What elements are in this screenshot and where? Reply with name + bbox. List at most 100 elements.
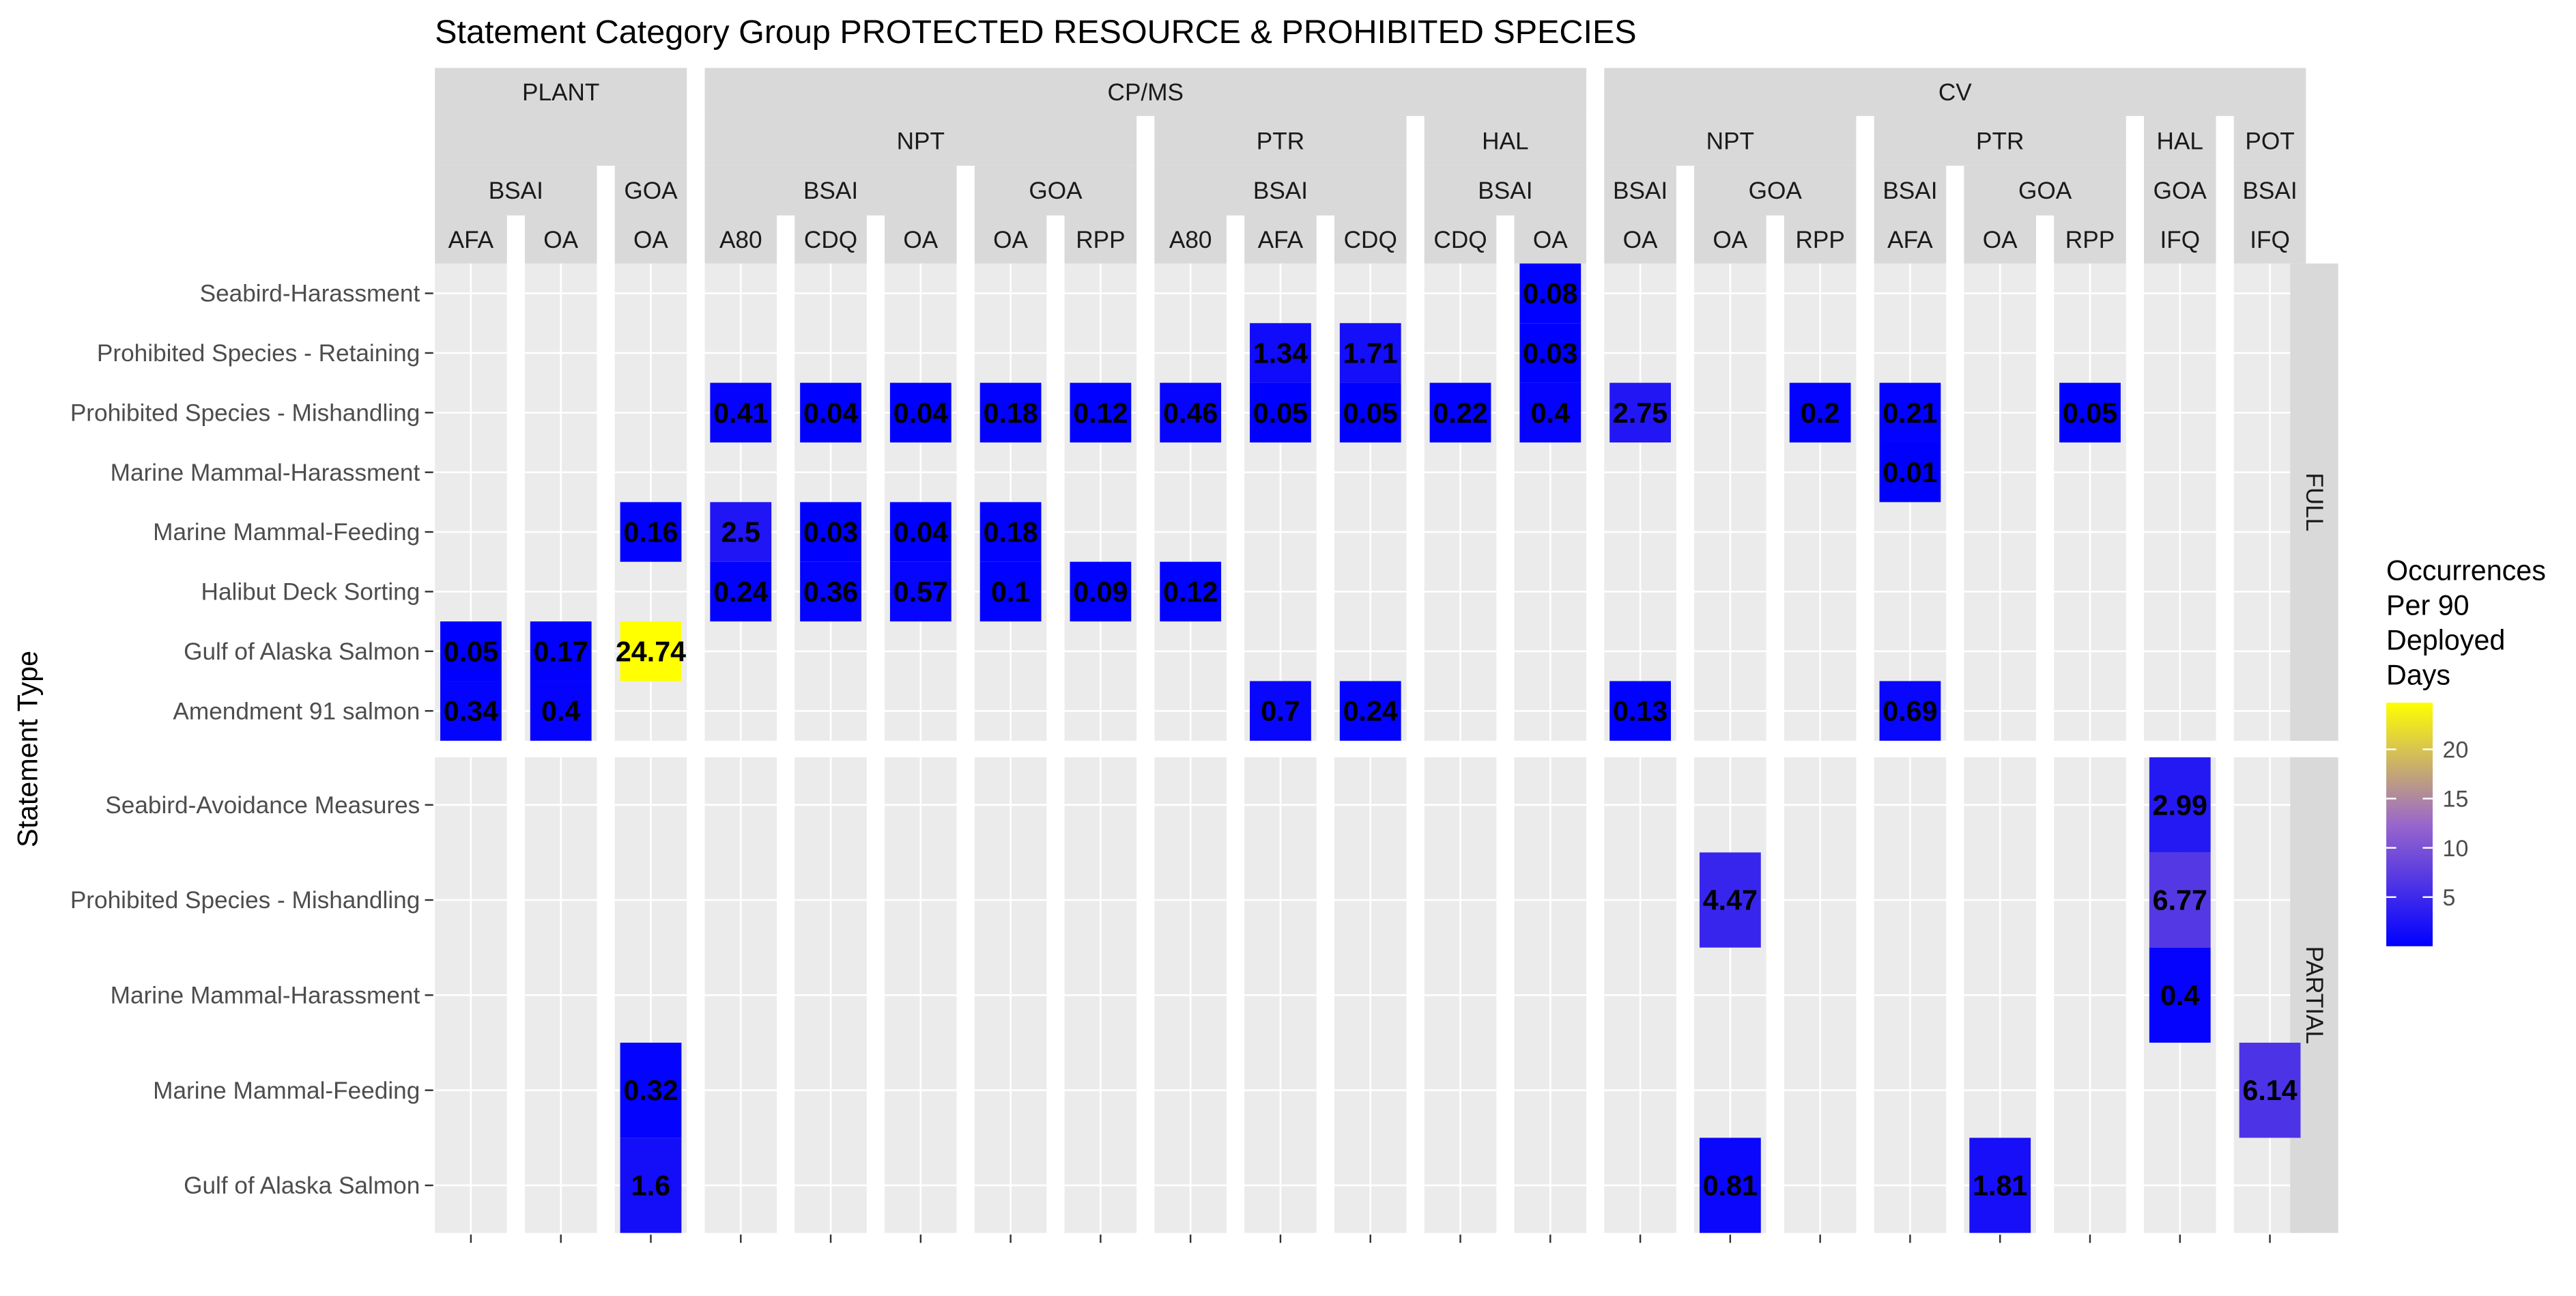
data-label: 2.5 (721, 517, 760, 548)
data-label: 0.01 (1883, 457, 1937, 488)
strip-area (1874, 165, 1947, 216)
strip-sector (435, 115, 687, 166)
strip-program (614, 215, 687, 264)
strip-label-program: IFQ (2160, 227, 2200, 253)
legend-tick-label: 5 (2443, 885, 2456, 911)
data-label: 0.22 (1433, 397, 1487, 429)
data-label: 0.24 (1343, 696, 1398, 727)
data-label: 0.81 (1703, 1170, 1758, 1202)
heatmap-tile (1250, 382, 1311, 442)
data-label: 0.03 (803, 517, 858, 548)
data-label: 1.6 (631, 1170, 670, 1202)
data-label: 0.21 (1883, 397, 1937, 429)
data-label: 0.04 (803, 397, 858, 429)
heatmap-tile (2149, 947, 2211, 1043)
strip-label-sector: PTR (1976, 128, 2024, 154)
strip-area (1424, 165, 1587, 216)
y-tick-label: Marine Mammal-Feeding (153, 519, 420, 546)
data-label: 0.41 (713, 397, 768, 429)
chart-title: Statement Category Group PROTECTED RESOU… (435, 14, 1637, 51)
strip-label-area: BSAI (1613, 178, 1668, 204)
strip-label-sector: HAL (2157, 128, 2203, 154)
heatmap-tile (1519, 382, 1582, 442)
data-label: 0.04 (893, 517, 948, 548)
y-axis-title: Statement Type (12, 651, 44, 847)
strip-program (1064, 215, 1137, 264)
strip-label-program: OA (1623, 227, 1658, 253)
data-label: 6.14 (2242, 1075, 2297, 1106)
strip-label-area: GOA (624, 178, 678, 204)
data-label: 0.18 (983, 397, 1037, 429)
strip-program (1424, 215, 1497, 264)
legend-colorbar (2386, 703, 2433, 946)
data-label: 0.4 (541, 696, 580, 727)
heatmap-tile (1070, 382, 1132, 442)
heatmap-tile (1699, 1138, 1761, 1233)
y-tick-label: Marine Mammal-Feeding (153, 1077, 420, 1104)
strip-label-sector: PTR (1257, 128, 1304, 154)
heatmap-tile (1789, 382, 1851, 442)
data-label: 0.13 (1613, 696, 1668, 727)
heatmap-tile (1519, 263, 1582, 324)
heatmap-tile (710, 561, 772, 622)
heatmap-tile (530, 621, 592, 681)
data-label: 0.36 (803, 576, 858, 608)
strip-label-program: OA (993, 227, 1028, 253)
strip-area (704, 165, 957, 216)
heatmap-tile (800, 502, 861, 562)
strip-sector (2143, 115, 2216, 166)
strip-label-program: CDQ (804, 227, 857, 253)
strip-label-gear: CP/MS (1108, 79, 1184, 106)
y-tick-label: Prohibited Species - Retaining (97, 340, 420, 367)
strip-label-gear: PLANT (522, 79, 599, 106)
panel-strip-label: PARTIAL (2301, 946, 2328, 1044)
strip-label-program: RPP (2065, 227, 2115, 253)
strip-program (1514, 215, 1587, 264)
heatmap-tile (1339, 681, 1401, 741)
strip-label-program: OA (1713, 227, 1747, 253)
heatmap-tile (889, 502, 951, 562)
strip-area (974, 165, 1137, 216)
strip-area (2233, 165, 2306, 216)
strip-program (1334, 215, 1407, 264)
strip-label-sector: POT (2245, 128, 2294, 154)
data-label: 0.17 (534, 636, 588, 667)
strip-label-sector: HAL (1482, 128, 1528, 154)
strip-label-area: BSAI (1253, 178, 1308, 204)
legend-tick-label: 10 (2443, 836, 2469, 862)
strip-label-program: OA (1983, 227, 2018, 253)
data-label: 0.32 (623, 1075, 678, 1106)
strip-label-area: BSAI (489, 178, 543, 204)
data-label: 0.04 (893, 397, 948, 429)
strip-label-sector: NPT (897, 128, 945, 154)
heatmap-tile (800, 382, 861, 442)
strip-label-area: GOA (1029, 178, 1083, 204)
y-tick-label: Amendment 91 salmon (173, 698, 420, 724)
strip-program (1694, 215, 1766, 264)
heatmap-tile (1429, 382, 1491, 442)
panel-strip-label: FULL (2301, 473, 2328, 531)
heatmap-tile (889, 382, 951, 442)
legend-title: Deployed (2386, 624, 2505, 656)
strip-program (524, 215, 597, 264)
strip-label-area: BSAI (2242, 178, 2297, 204)
strip-sector (1604, 115, 1857, 166)
y-tick-label: Prohibited Species - Mishandling (70, 887, 420, 914)
heatmap-tile (979, 502, 1042, 562)
y-tick-label: Seabird-Avoidance Measures (105, 792, 420, 819)
data-label: 0.4 (2160, 980, 2199, 1011)
data-label: 2.99 (2153, 789, 2207, 821)
heatmap-tile (440, 621, 502, 681)
strip-area (2143, 165, 2216, 216)
data-label: 1.34 (1253, 337, 1308, 369)
strip-label-program: CDQ (1433, 227, 1487, 253)
data-label: 0.05 (1343, 397, 1398, 429)
heatmap-tile (1609, 382, 1671, 442)
heatmap-tile (710, 382, 772, 442)
strip-program (2233, 215, 2306, 264)
heatmap-tile (2149, 757, 2211, 853)
data-label: 0.16 (623, 517, 678, 548)
data-label: 0.05 (444, 636, 498, 667)
data-label: 0.05 (1253, 397, 1308, 429)
data-label: 0.4 (1531, 397, 1570, 429)
